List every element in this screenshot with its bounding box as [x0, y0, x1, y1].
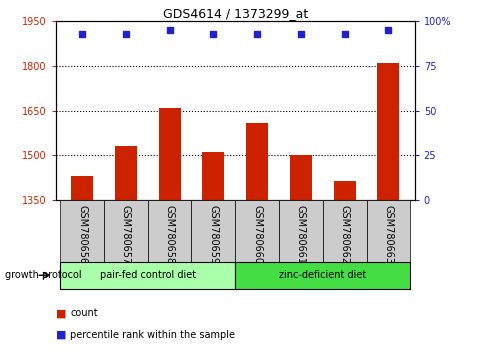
Bar	[333, 181, 355, 200]
Bar	[366, 200, 409, 262]
Bar	[202, 152, 224, 200]
Text: GSM780661: GSM780661	[295, 205, 305, 264]
Text: percentile rank within the sample: percentile rank within the sample	[70, 330, 235, 339]
Text: GSM780656: GSM780656	[77, 205, 87, 264]
Bar	[246, 122, 268, 200]
Bar	[235, 262, 409, 289]
Text: GSM780657: GSM780657	[121, 205, 131, 264]
Bar	[60, 262, 235, 289]
Bar	[148, 200, 191, 262]
Bar	[158, 108, 180, 200]
Bar	[322, 200, 366, 262]
Text: growth protocol: growth protocol	[5, 270, 81, 280]
Text: GSM780663: GSM780663	[383, 205, 393, 264]
Bar	[235, 200, 278, 262]
Text: pair-fed control diet: pair-fed control diet	[99, 270, 196, 280]
Text: zinc-deficient diet: zinc-deficient diet	[279, 270, 365, 280]
Text: GSM780658: GSM780658	[164, 205, 174, 264]
Bar	[191, 200, 235, 262]
Bar	[289, 155, 311, 200]
Bar	[71, 176, 93, 200]
Text: GSM780659: GSM780659	[208, 205, 218, 264]
Text: ■: ■	[56, 330, 66, 339]
Bar	[60, 200, 104, 262]
Bar	[278, 200, 322, 262]
Text: GSM780660: GSM780660	[252, 205, 261, 264]
Bar	[104, 200, 148, 262]
Bar	[377, 63, 398, 200]
Bar	[115, 146, 136, 200]
Text: ■: ■	[56, 308, 66, 318]
Text: GSM780662: GSM780662	[339, 205, 349, 264]
Text: count: count	[70, 308, 98, 318]
Title: GDS4614 / 1373299_at: GDS4614 / 1373299_at	[162, 7, 307, 20]
